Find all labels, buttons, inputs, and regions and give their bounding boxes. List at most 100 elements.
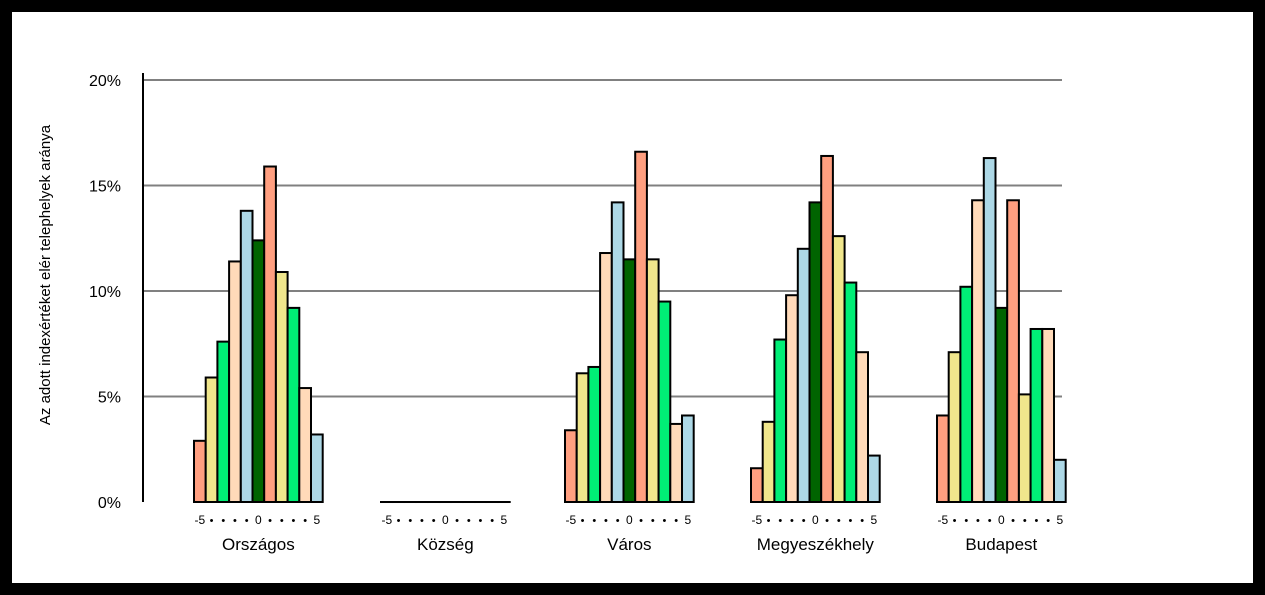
bar — [796, 247, 811, 503]
bar — [785, 294, 799, 503]
bar — [831, 235, 846, 503]
bar — [1029, 327, 1044, 504]
sub-x-tick-label: -5 — [752, 513, 763, 527]
bar — [239, 209, 254, 503]
axes: 0% 5% 10% 15% 20% -5 • • • • 0 • • • • 5 Országos -5 • • • • 0… — [89, 73, 1064, 554]
bar — [959, 285, 974, 503]
y-tick-label: 10% — [89, 284, 121, 301]
sub-x-tick-label: • — [490, 515, 494, 527]
category-label: Országos — [222, 535, 295, 554]
bar-chart: 0% 5% 10% 15% 20% -5 • • • • 0 • • • • 5 Országos -5 • • • • 0… — [37, 73, 1067, 554]
bar — [808, 201, 823, 503]
bar — [610, 201, 625, 503]
bar — [575, 372, 590, 504]
sub-x-tick-label: • — [964, 515, 968, 527]
sub-x-tick-label: • — [420, 515, 424, 527]
bar — [855, 351, 869, 503]
category-label: Város — [607, 535, 651, 554]
sub-x-tick-label: • — [1023, 515, 1027, 527]
bar — [750, 467, 764, 503]
bar — [622, 258, 637, 503]
bar — [994, 306, 1009, 503]
bar — [1053, 458, 1067, 503]
chart-frame: 0% 5% 10% 15% 20% -5 • • • • 0 • • • • 5 Országos -5 • • • • 0… — [5, 5, 1260, 590]
bar — [564, 429, 578, 504]
sub-x-tick-label: • — [479, 515, 483, 527]
bar — [820, 154, 834, 504]
bar — [298, 387, 312, 503]
sub-x-tick-label: 0 — [442, 513, 449, 527]
sub-x-tick-label: • — [1046, 515, 1050, 527]
bar — [936, 414, 950, 503]
sub-x-tick-label: • — [604, 515, 608, 527]
sub-x-tick-label: • — [292, 515, 296, 527]
sub-x-tick-label: • — [616, 515, 620, 527]
bar — [587, 365, 602, 503]
bar — [634, 150, 648, 504]
bar — [310, 433, 324, 504]
sub-x-tick-label: -5 — [938, 513, 949, 527]
sub-x-tick-label: • — [245, 515, 249, 527]
bar — [867, 454, 881, 503]
bar — [204, 376, 219, 504]
sub-x-tick-label: • — [953, 515, 957, 527]
sub-x-tick-label: • — [767, 515, 771, 527]
sub-x-tick-label: • — [639, 515, 643, 527]
bar — [599, 252, 613, 503]
bar — [1006, 199, 1020, 504]
bar — [286, 306, 301, 503]
sub-x-tick-label: • — [303, 515, 307, 527]
sub-x-tick-label: • — [221, 515, 225, 527]
sub-x-tick-label: • — [651, 515, 655, 527]
bar — [1017, 393, 1032, 504]
bar — [761, 420, 776, 504]
sub-x-tick-label: • — [210, 515, 214, 527]
sub-x-tick-label: • — [976, 515, 980, 527]
sub-x-tick-label: 0 — [812, 513, 819, 527]
sub-x-tick-label: • — [432, 515, 436, 527]
bar — [773, 338, 788, 503]
sub-x-tick-label: • — [860, 515, 864, 527]
sub-x-tick-label: • — [988, 515, 992, 527]
y-tick-label: 15% — [89, 179, 121, 196]
sub-x-tick-label: • — [1011, 515, 1015, 527]
category-label: Község — [417, 535, 474, 554]
sub-x-tick-label: 0 — [626, 513, 633, 527]
sub-x-tick-label: • — [674, 515, 678, 527]
sub-x-tick-label: • — [467, 515, 471, 527]
sub-x-tick-label: 0 — [255, 513, 262, 527]
sub-x-tick-label: • — [455, 515, 459, 527]
bar — [251, 239, 266, 504]
y-tick-label: 0% — [98, 495, 121, 512]
sub-x-tick-label: • — [268, 515, 272, 527]
y-tick-label: 5% — [98, 390, 121, 407]
sub-x-tick-label: • — [778, 515, 782, 527]
bars — [193, 150, 1067, 504]
sub-x-tick-label: • — [581, 515, 585, 527]
sub-x-tick-label: • — [802, 515, 806, 527]
bar — [274, 271, 289, 504]
sub-x-tick-label: • — [1035, 515, 1039, 527]
bar — [657, 300, 672, 503]
sub-x-tick-label: • — [280, 515, 284, 527]
sub-x-tick-label: • — [837, 515, 841, 527]
bar — [216, 340, 231, 504]
sub-x-tick-label: 5 — [871, 513, 878, 527]
y-tick-label: 20% — [89, 73, 121, 90]
sub-x-tick-label: • — [663, 515, 667, 527]
sub-x-tick-label: • — [397, 515, 401, 527]
bar — [947, 351, 962, 503]
sub-x-tick-label: • — [233, 515, 237, 527]
sub-x-tick-label: -5 — [566, 513, 577, 527]
bar — [263, 165, 277, 503]
category-label: Budapest — [965, 535, 1037, 554]
sub-x-tick-label: -5 — [382, 513, 393, 527]
sub-x-tick-label: • — [790, 515, 794, 527]
sub-x-tick-label: 0 — [998, 513, 1005, 527]
bar — [843, 281, 858, 503]
y-axis-label: Az adott indexértéket elér telephelyek a… — [37, 124, 54, 425]
sub-x-tick-label: 5 — [314, 513, 321, 527]
sub-x-tick-label: -5 — [195, 513, 206, 527]
sub-x-tick-label: • — [825, 515, 829, 527]
bar — [982, 157, 997, 503]
